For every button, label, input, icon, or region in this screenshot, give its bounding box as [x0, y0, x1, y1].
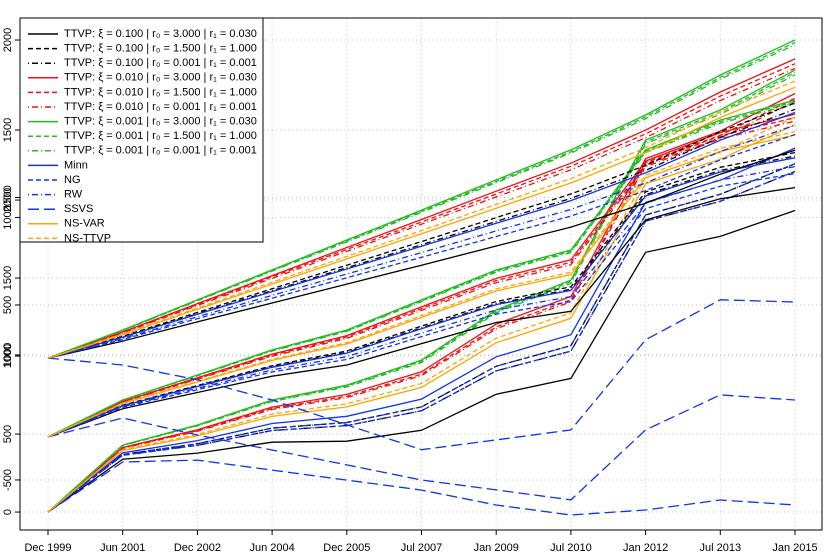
legend-label: Minn — [64, 159, 88, 171]
axes: Dec 1999 Jun 2001 Dec 2002 Jun 2004 Dec 2005… — [2, 28, 818, 554]
series-line — [47, 92, 796, 513]
legend-box — [19, 17, 264, 243]
x-tick-label: Jan 2015 — [772, 542, 817, 554]
series-line — [47, 299, 796, 451]
legend-label: NS-TTVP — [64, 232, 111, 244]
x-tick-label: Jun 2004 — [249, 542, 294, 554]
y-tick-label: 500 — [2, 296, 14, 314]
y-tick-label: 1500 — [2, 118, 14, 142]
series-line — [47, 86, 796, 359]
x-tick-label: Jan 2009 — [474, 542, 519, 554]
series-line — [47, 459, 796, 516]
x-tick-label: Dec 1999 — [24, 542, 71, 554]
legend-label: TTVP: ξ = 0.010 | r₀ = 0.001 | r₁ = 0.00… — [64, 101, 257, 113]
series-line — [47, 394, 796, 501]
series-line — [47, 74, 796, 513]
legend-label: TTVP: ξ = 0.001 | r₀ = 0.001 | r₁ = 0.00… — [64, 145, 257, 157]
legend-label: TTVP: ξ = 0.001 | r₀ = 1.500 | r₁ = 1.00… — [64, 130, 257, 142]
legend-label: TTVP: ξ = 0.001 | r₀ = 3.000 | r₁ = 0.03… — [64, 116, 257, 128]
series-line — [47, 186, 796, 438]
legend-label: TTVP: ξ = 0.010 | r₀ = 1.500 | r₁ = 1.00… — [64, 86, 257, 98]
series-line — [47, 116, 796, 513]
series-line — [47, 157, 796, 438]
series-line — [47, 155, 796, 438]
series-line — [47, 170, 796, 513]
x-tick-label: Jun 2001 — [100, 542, 145, 554]
y-tick-label: 0 — [2, 509, 14, 515]
y-tick-label: 2000 — [2, 28, 14, 52]
legend-label: NS-VAR — [64, 218, 105, 230]
series-line — [47, 111, 796, 359]
series-line — [47, 67, 796, 359]
legend-label: TTVP: ξ = 0.100 | r₀ = 3.000 | r₁ = 0.03… — [64, 28, 257, 40]
series-line — [47, 134, 796, 438]
series-line — [47, 71, 796, 513]
series-line — [47, 100, 796, 513]
x-tick-label: Dec 2002 — [174, 542, 221, 554]
series-line — [47, 39, 796, 359]
series-line — [47, 209, 796, 513]
grid — [20, 18, 822, 530]
series-line — [47, 69, 796, 513]
legend-label: RW — [64, 189, 83, 201]
legend-label: TTVP: ξ = 0.100 | r₀ = 0.001 | r₁ = 0.00… — [64, 57, 257, 69]
x-tick-label: Dec 2005 — [323, 542, 370, 554]
y-tick-label: 1000 — [2, 205, 14, 229]
legend: TTVP: ξ = 0.100 | r₀ = 3.000 | r₁ = 0.03… — [28, 28, 257, 244]
y-tick-label: -500 — [2, 469, 14, 491]
y-tick-label: 1500 — [2, 266, 14, 290]
legend-label: SSVS — [64, 203, 93, 215]
series-line — [47, 147, 796, 513]
y-tick-label: 1500 — [2, 185, 14, 209]
series-line — [47, 151, 796, 438]
x-tick-label: Jul 2013 — [700, 542, 742, 554]
x-tick-label: Jan 2012 — [623, 542, 668, 554]
series-line — [47, 102, 796, 359]
y-tick-label: 1000 — [2, 343, 14, 367]
series-line — [47, 44, 796, 359]
y-tick-label: 2000 — [2, 188, 14, 212]
legend-label: TTVP: ξ = 0.100 | r₀ = 1.500 | r₁ = 1.00… — [64, 43, 257, 55]
plot-lines — [47, 39, 796, 516]
series-line — [47, 58, 796, 359]
series-line — [47, 80, 796, 359]
series-line — [47, 108, 796, 359]
series-line — [47, 172, 796, 438]
series-line — [47, 102, 796, 438]
series-line — [47, 42, 796, 359]
series-line — [47, 124, 796, 513]
x-tick-label: Jul 2007 — [401, 542, 443, 554]
series-line — [47, 133, 796, 359]
series-line — [47, 130, 796, 438]
series-line — [47, 163, 796, 513]
legend-label: NG — [64, 174, 81, 186]
y-tick-label: 1000 — [2, 344, 14, 368]
x-tick-label: Jul 2010 — [550, 542, 592, 554]
legend-label: TTVP: ξ = 0.010 | r₀ = 3.000 | r₁ = 0.03… — [64, 72, 257, 84]
series-line — [47, 116, 796, 438]
series-line — [47, 149, 796, 359]
series-line — [47, 120, 796, 438]
series-line — [47, 113, 796, 438]
series-line — [47, 63, 796, 359]
y-tick-label: 500 — [2, 425, 14, 443]
